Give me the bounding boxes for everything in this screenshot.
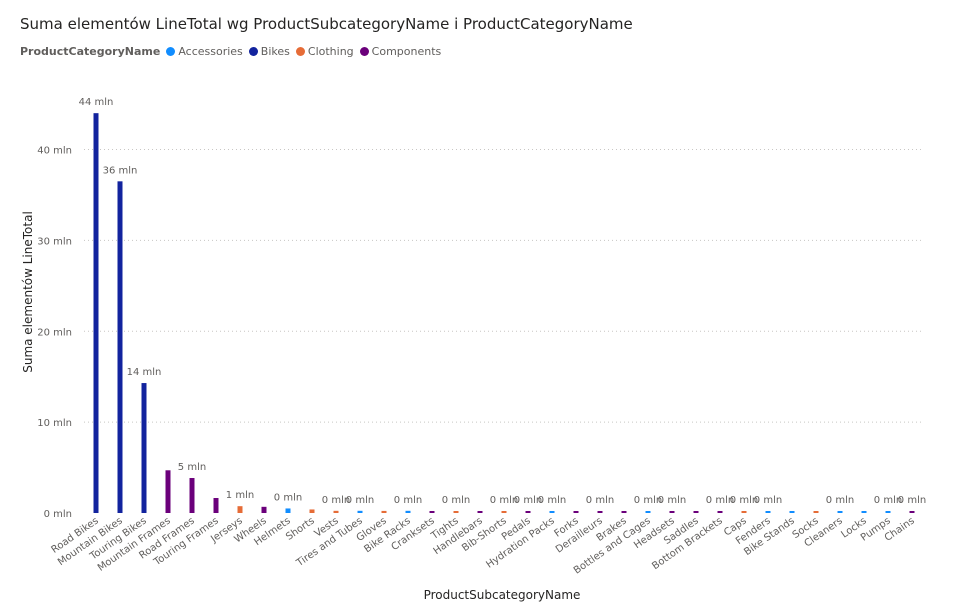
legend-title: ProductCategoryName [20,45,161,58]
bar-accessories-fenders[interactable] [765,511,771,513]
data-label: 0 mln [634,495,662,506]
bar-clothing-caps[interactable] [741,511,747,513]
y-axis-label: Suma elementów LineTotal [21,211,35,373]
legend-item-clothing[interactable]: Clothing [295,45,354,58]
legend-label: Components [371,45,442,58]
bar-accessories-pumps[interactable] [885,511,891,513]
legend-dot-icon [295,47,305,56]
bar-bikes-touring-bikes[interactable] [141,383,147,513]
bar-bikes-mountain-bikes[interactable] [117,181,123,513]
data-label: 1 mln [226,490,254,501]
bar-components-pedals[interactable] [525,511,531,513]
legend-dot-icon [166,47,176,56]
data-label: 5 mln [178,462,206,473]
data-label: 0 mln [706,495,734,506]
bar-clothing-vests[interactable] [333,510,339,513]
bar-clothing-bib-shorts[interactable] [501,511,507,513]
bar-clothing-jerseys[interactable] [237,506,243,513]
legend-item-accessories[interactable]: Accessories [166,45,243,58]
y-tick-label: 10 mln [37,418,72,429]
data-label: 0 mln [874,495,902,506]
bar-accessories-tires-and-tubes[interactable] [357,510,363,513]
data-label: 0 mln [394,495,422,506]
data-label: 0 mln [514,495,542,506]
y-axis: 0 mln 10 mln 20 mln 30 mln 40 mln [37,146,72,520]
data-label: 0 mln [754,495,782,506]
bar-components-chains[interactable] [909,511,915,513]
data-label: 0 mln [442,495,470,506]
data-label: 0 mln [274,492,302,503]
bar-clothing-socks[interactable] [813,511,819,513]
bar-components-brakes[interactable] [621,511,627,513]
bar-components-cranksets[interactable] [429,511,435,513]
data-label: 0 mln [322,495,350,506]
legend-label: Clothing [307,45,354,58]
gridlines [84,149,924,423]
bar-accessories-locks[interactable] [861,511,867,513]
bar-components-derailleurs[interactable] [597,511,603,513]
bar-components-touring-frames[interactable] [213,498,219,513]
data-label: 0 mln [730,495,758,506]
bar-clothing-tights[interactable] [453,511,459,513]
bar-accessories-helmets[interactable] [285,508,291,513]
bar-components-headsets[interactable] [669,511,675,513]
legend-item-components[interactable]: Components [359,45,442,58]
y-tick-label: 0 mln [44,509,72,520]
legend-dot-icon [359,47,369,56]
bar-components-road-frames[interactable] [189,478,195,513]
bar-clothing-gloves[interactable] [381,510,387,513]
bar-components-handlebars[interactable] [477,511,483,513]
bars [93,113,915,513]
data-label: 0 mln [490,495,518,506]
legend-item-bikes[interactable]: Bikes [248,45,290,58]
bar-accessories-cleaners[interactable] [837,511,843,513]
bar-clothing-shorts[interactable] [309,509,315,513]
data-label: 0 mln [898,495,926,506]
bar-components-forks[interactable] [573,511,579,513]
legend-label: Bikes [260,45,290,58]
bar-bikes-road-bikes[interactable] [93,113,99,513]
bar-accessories-bike-racks[interactable] [405,510,411,513]
data-label: 0 mln [658,495,686,506]
data-label: 44 mln [79,97,114,108]
x-axis-label: ProductSubcategoryName [424,588,581,602]
y-tick-label: 40 mln [37,146,72,157]
data-label: 14 mln [127,367,162,378]
data-label: 0 mln [346,495,374,506]
bar-components-wheels[interactable] [261,506,267,513]
data-label: 36 mln [103,165,138,176]
bar-accessories-bike-stands[interactable] [789,511,795,513]
y-tick-label: 30 mln [37,236,72,247]
data-label: 0 mln [826,495,854,506]
bar-components-saddles[interactable] [693,511,699,513]
legend-dot-icon [248,47,258,56]
bar-components-bottom-brackets[interactable] [717,511,723,513]
bar-components-mountain-frames[interactable] [165,470,171,513]
chart-title: Suma elementów LineTotal wg ProductSubca… [20,15,633,33]
legend-label: Accessories [178,45,243,58]
bar-accessories-bottles-and-cages[interactable] [645,511,651,513]
legend: ProductCategoryName Accessories Bikes Cl… [20,45,447,58]
data-label: 0 mln [586,495,614,506]
data-label: 0 mln [538,495,566,506]
bar-accessories-hydration-packs[interactable] [549,511,555,513]
y-tick-label: 20 mln [37,327,72,338]
